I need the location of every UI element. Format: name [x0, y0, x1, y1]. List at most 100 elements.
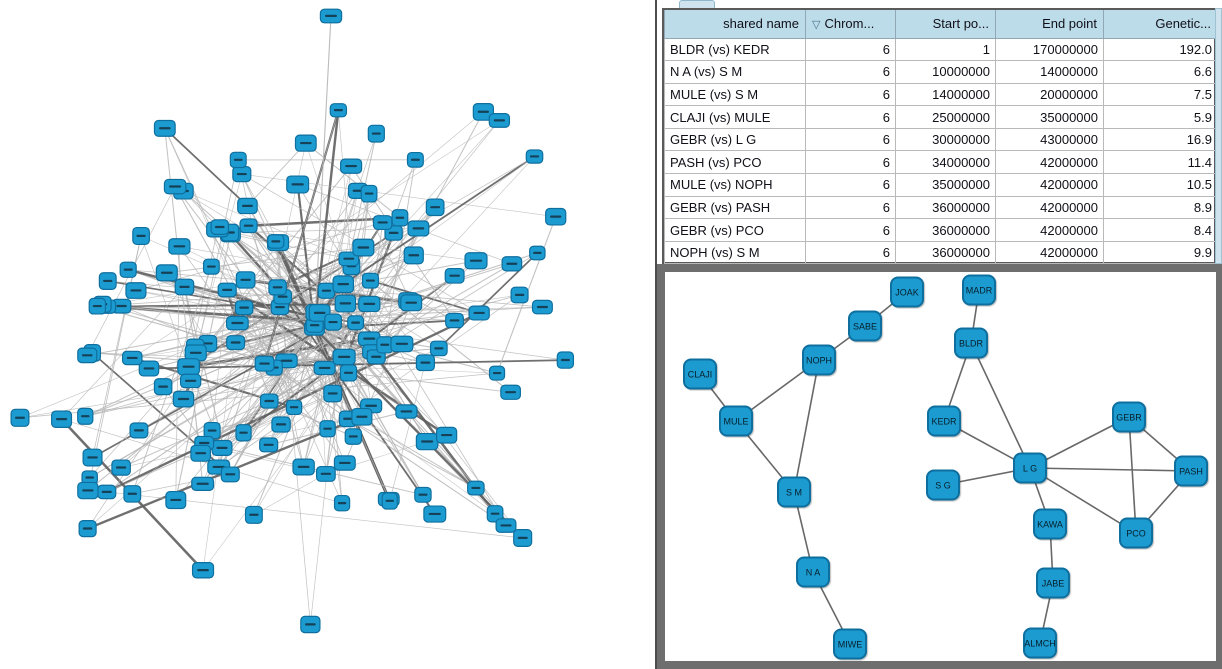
subnetwork-node-claji[interactable]: CLAJI [683, 358, 717, 390]
table-scrollbar[interactable] [1215, 8, 1222, 264]
cell-shared-name[interactable]: PASH (vs) PCO [664, 150, 806, 175]
table-row[interactable]: GEBR (vs) L G 6 30000000 43000000 16.9 [664, 127, 1218, 152]
cell-value[interactable]: 170000000 [995, 37, 1104, 62]
cell-value[interactable]: 5.9 [1103, 105, 1218, 129]
filter-funnel-icon[interactable]: ▽ [812, 19, 821, 32]
cell-value[interactable]: 6 [805, 150, 896, 175]
cell-value[interactable]: 9.9 [1103, 240, 1218, 265]
table-row[interactable]: BLDR (vs) KEDR 6 1 170000000 192.0 [664, 37, 1218, 62]
subnetwork-node-s-m[interactable]: S M [777, 476, 811, 508]
cell-value[interactable]: 43000000 [995, 127, 1104, 152]
subnetwork-node-l-g[interactable]: L G [1013, 452, 1047, 484]
table-row[interactable]: NOPH (vs) S M 6 36000000 42000000 9.9 [664, 240, 1218, 265]
subnetwork-node-pash[interactable]: PASH [1174, 455, 1208, 487]
cell-value[interactable]: 6 [805, 240, 896, 265]
cell-value[interactable]: 6 [805, 195, 896, 220]
cell-value[interactable]: 7.5 [1103, 82, 1218, 107]
cell-value[interactable]: 8.4 [1103, 218, 1218, 242]
subnetwork-node-s-g[interactable]: S G [926, 469, 960, 501]
column-header-genetic[interactable]: Genetic... [1103, 10, 1218, 39]
subnetwork-edge[interactable] [970, 342, 1031, 469]
cell-value[interactable]: 11.4 [1103, 150, 1218, 175]
cell-shared-name[interactable]: BLDR (vs) KEDR [664, 37, 806, 62]
subnetwork-edge[interactable] [793, 359, 820, 493]
subnetwork-node-madr[interactable]: MADR [962, 274, 996, 306]
subnetwork-node-mule[interactable]: MULE [719, 405, 753, 437]
subnetwork-edge[interactable] [1029, 467, 1137, 534]
subnetwork-node-bldr[interactable]: BLDR [954, 327, 988, 359]
column-label: Chrom... [824, 16, 875, 32]
cell-value[interactable]: 34000000 [895, 150, 996, 175]
subnetwork-node-noph[interactable]: NOPH [802, 344, 836, 376]
table-row[interactable]: GEBR (vs) PCO 6 36000000 42000000 8.4 [664, 218, 1218, 242]
subnetwork-node-miwe[interactable]: MIWE [833, 628, 867, 660]
cell-value[interactable]: 35000000 [895, 173, 996, 197]
subnetwork-panel[interactable]: JOAK SABE NOPH CLAJI MULE S M N A MIWE MADR BLDR K… [657, 264, 1222, 669]
cell-shared-name[interactable]: GEBR (vs) PASH [664, 195, 806, 220]
subnetwork-node-kedr[interactable]: KEDR [927, 405, 961, 437]
network-edge [313, 15, 332, 329]
node-label-smudge [207, 429, 217, 432]
subnetwork-node-almch[interactable]: ALMCH [1023, 627, 1057, 659]
main-network-canvas[interactable] [0, 0, 655, 669]
table-row[interactable]: CLAJI (vs) MULE 6 25000000 35000000 5.9 [664, 105, 1218, 129]
cell-value[interactable]: 25000000 [895, 105, 996, 129]
table-row[interactable]: MULE (vs) NOPH 6 35000000 42000000 10.5 [664, 173, 1218, 197]
cell-value[interactable]: 10.5 [1103, 173, 1218, 197]
cell-value[interactable]: 14000000 [995, 60, 1104, 84]
subnetwork-edge[interactable] [1128, 416, 1137, 534]
subnetwork-node-kawa[interactable]: KAWA [1033, 508, 1067, 540]
subnetwork-node-gebr[interactable]: GEBR [1112, 401, 1146, 433]
cell-shared-name[interactable]: CLAJI (vs) MULE [664, 105, 806, 129]
cell-shared-name[interactable]: GEBR (vs) L G [664, 127, 806, 152]
subnetwork-node-jabe[interactable]: JABE [1036, 567, 1070, 599]
cell-value[interactable]: 6 [805, 105, 896, 129]
node-label-smudge [493, 119, 506, 122]
column-header-end-point[interactable]: End point [995, 10, 1104, 39]
subnetwork-edge[interactable] [1029, 467, 1192, 472]
cell-value[interactable]: 192.0 [1103, 37, 1218, 62]
subnetwork-node-joak[interactable]: JOAK [890, 276, 924, 308]
node-label-smudge [325, 14, 337, 17]
cell-value[interactable]: 30000000 [895, 127, 996, 152]
subnetwork-node-sabe[interactable]: SABE [848, 310, 882, 342]
cell-value[interactable]: 6 [805, 37, 896, 62]
cell-value[interactable]: 1 [895, 37, 996, 62]
cell-value[interactable]: 8.9 [1103, 195, 1218, 220]
cell-value[interactable]: 6 [805, 127, 896, 152]
cell-value[interactable]: 6 [805, 60, 896, 84]
column-header-start-position[interactable]: Start po... [895, 10, 996, 39]
cell-value[interactable]: 42000000 [995, 150, 1104, 175]
subnetwork-node-pco[interactable]: PCO [1119, 517, 1153, 549]
cell-value[interactable]: 36000000 [895, 218, 996, 242]
cell-shared-name[interactable]: MULE (vs) NOPH [664, 173, 806, 197]
cell-value[interactable]: 42000000 [995, 195, 1104, 220]
cell-value[interactable]: 36000000 [895, 195, 996, 220]
cell-value[interactable]: 42000000 [995, 240, 1104, 265]
cell-shared-name[interactable]: MULE (vs) S M [664, 82, 806, 107]
table-row[interactable]: N A (vs) S M 6 10000000 14000000 6.6 [664, 60, 1218, 84]
table-corner-tab[interactable] [679, 0, 715, 8]
cell-value[interactable]: 20000000 [995, 82, 1104, 107]
cell-value[interactable]: 42000000 [995, 218, 1104, 242]
node-label-smudge [449, 274, 460, 277]
table-row[interactable]: PASH (vs) PCO 6 34000000 42000000 11.4 [664, 150, 1218, 175]
cell-value[interactable]: 10000000 [895, 60, 996, 84]
cell-value[interactable]: 6 [805, 82, 896, 107]
cell-value[interactable]: 16.9 [1103, 127, 1218, 152]
column-header-shared-name[interactable]: shared name [664, 10, 806, 39]
cell-shared-name[interactable]: GEBR (vs) PCO [664, 218, 806, 242]
cell-value[interactable]: 35000000 [995, 105, 1104, 129]
cell-shared-name[interactable]: NOPH (vs) S M [664, 240, 806, 265]
table-row[interactable]: MULE (vs) S M 6 14000000 20000000 7.5 [664, 82, 1218, 107]
column-header-chromosome[interactable]: ▽ Chrom... [805, 10, 896, 39]
cell-value[interactable]: 42000000 [995, 173, 1104, 197]
subnetwork-node-n-a[interactable]: N A [796, 556, 830, 588]
cell-shared-name[interactable]: N A (vs) S M [664, 60, 806, 84]
cell-value[interactable]: 36000000 [895, 240, 996, 265]
cell-value[interactable]: 6 [805, 218, 896, 242]
cell-value[interactable]: 6.6 [1103, 60, 1218, 84]
table-row[interactable]: GEBR (vs) PASH 6 36000000 42000000 8.9 [664, 195, 1218, 220]
cell-value[interactable]: 14000000 [895, 82, 996, 107]
cell-value[interactable]: 6 [805, 173, 896, 197]
